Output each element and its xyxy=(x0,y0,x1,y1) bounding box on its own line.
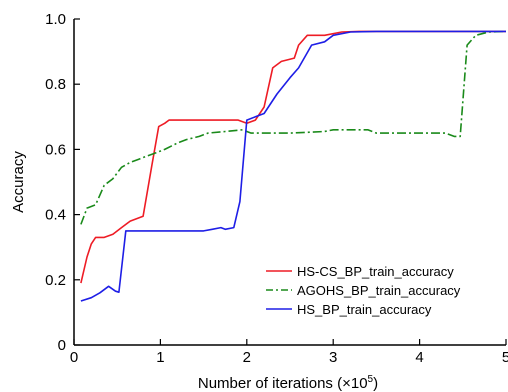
x-axis-title-suffix: ) xyxy=(373,375,378,392)
y-tick-label: 0.4 xyxy=(45,207,66,224)
y-tick-label: 1.0 xyxy=(45,11,66,28)
y-tick-label: 0.2 xyxy=(45,272,66,289)
x-tick-label: 2 xyxy=(243,349,251,366)
x-axis-title: Number of iterations (×105) xyxy=(198,374,378,392)
y-tick-label: 0.8 xyxy=(45,76,66,93)
y-tick-label: 0.6 xyxy=(45,141,66,158)
y-ticks: 0 0.2 0.4 0.6 0.8 1.0 xyxy=(45,11,80,354)
x-tick-label: 0 xyxy=(70,349,78,366)
axes xyxy=(73,19,506,346)
y-axis-title: Accuracy xyxy=(10,151,27,213)
legend-label: HS-CS_BP_train_accuracy xyxy=(297,264,454,279)
plot-lines xyxy=(80,30,507,302)
series-line-hs-bp-train-accuracy xyxy=(80,30,506,302)
legend: HS-CS_BP_train_accuracy AGOHS_BP_train_ac… xyxy=(266,264,461,317)
series-line-hs-cs-bp-train-accuracy xyxy=(80,30,506,284)
series-line-agohs-bp-train-accuracy xyxy=(80,30,507,225)
x-tick-label: 3 xyxy=(329,349,337,366)
x-axis-title-exponent: 5 xyxy=(368,374,374,385)
legend-label: HS_BP_train_accuracy xyxy=(297,302,432,317)
x-ticks: 0 1 2 3 4 5 xyxy=(70,339,508,366)
x-tick-label: 1 xyxy=(156,349,164,366)
legend-label: AGOHS_BP_train_accuracy xyxy=(297,283,461,298)
x-tick-label: 5 xyxy=(502,349,508,366)
x-tick-label: 4 xyxy=(415,349,423,366)
y-tick-label: 0 xyxy=(58,337,66,354)
